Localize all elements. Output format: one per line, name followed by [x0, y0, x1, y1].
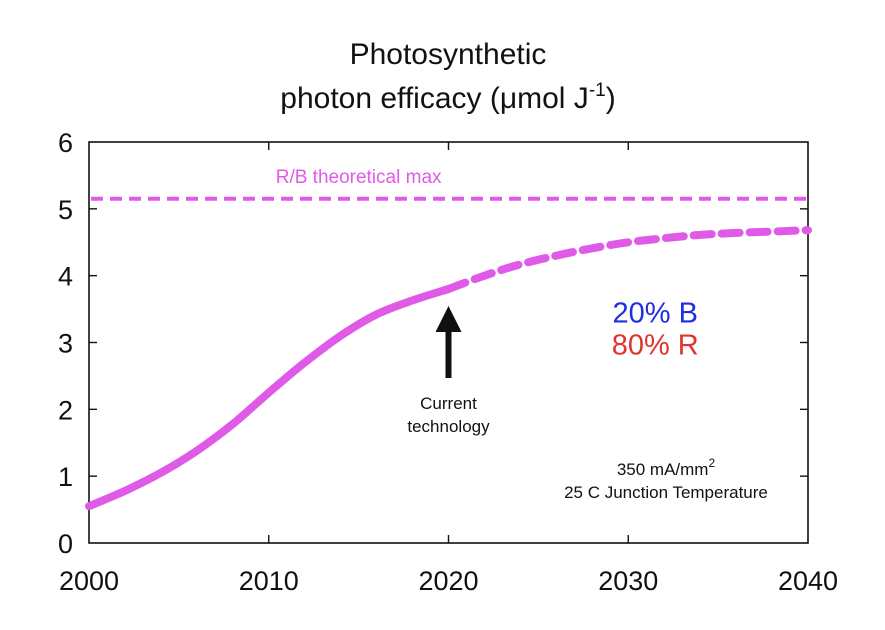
- x-tick-label: 2010: [239, 566, 299, 596]
- series-solid-line: [85, 285, 453, 511]
- x-axis-ticks: 2000 2010 2020 2030 2040: [59, 142, 838, 596]
- x-tick-label: 2020: [418, 566, 478, 596]
- chart-title-line1: Photosynthetic: [350, 38, 547, 71]
- current-technology-label-line2: technology: [407, 417, 490, 436]
- y-axis-ticks: 0 1 2 3 4 5 6: [58, 128, 808, 559]
- y-tick-label: 5: [58, 195, 73, 225]
- current-density-sup: 2: [708, 456, 715, 470]
- theoretical-max-label: R/B theoretical max: [276, 167, 442, 188]
- arrow-head: [435, 306, 462, 332]
- current-technology-arrow: [435, 306, 462, 378]
- y-tick-label: 0: [58, 529, 73, 559]
- y-tick-label: 2: [58, 395, 73, 425]
- chart-title-line2-main: photon efficacy (μmol J: [280, 82, 589, 115]
- y-tick-label: 6: [58, 128, 73, 158]
- x-tick-label: 2040: [778, 566, 838, 596]
- red-fraction-label: 80% R: [612, 330, 699, 362]
- chart-title-line2-sup: -1: [589, 80, 606, 101]
- chart-title-line2-end: ): [606, 82, 616, 115]
- current-density-main: 350 mA/mm: [617, 460, 709, 479]
- current-density-label: 350 mA/mm2: [617, 456, 716, 479]
- junction-temperature-label: 25 C Junction Temperature: [564, 483, 768, 502]
- series-dashed-line: [444, 226, 812, 293]
- y-tick-label: 4: [58, 262, 73, 292]
- chart-title-line2: photon efficacy (μmol J-1): [280, 80, 615, 115]
- x-tick-label: 2030: [598, 566, 658, 596]
- x-tick-label: 2000: [59, 566, 119, 596]
- y-tick-label: 3: [58, 329, 73, 359]
- y-tick-label: 1: [58, 462, 73, 492]
- blue-fraction-label: 20% B: [612, 297, 697, 329]
- current-technology-label-line1: Current: [420, 394, 477, 413]
